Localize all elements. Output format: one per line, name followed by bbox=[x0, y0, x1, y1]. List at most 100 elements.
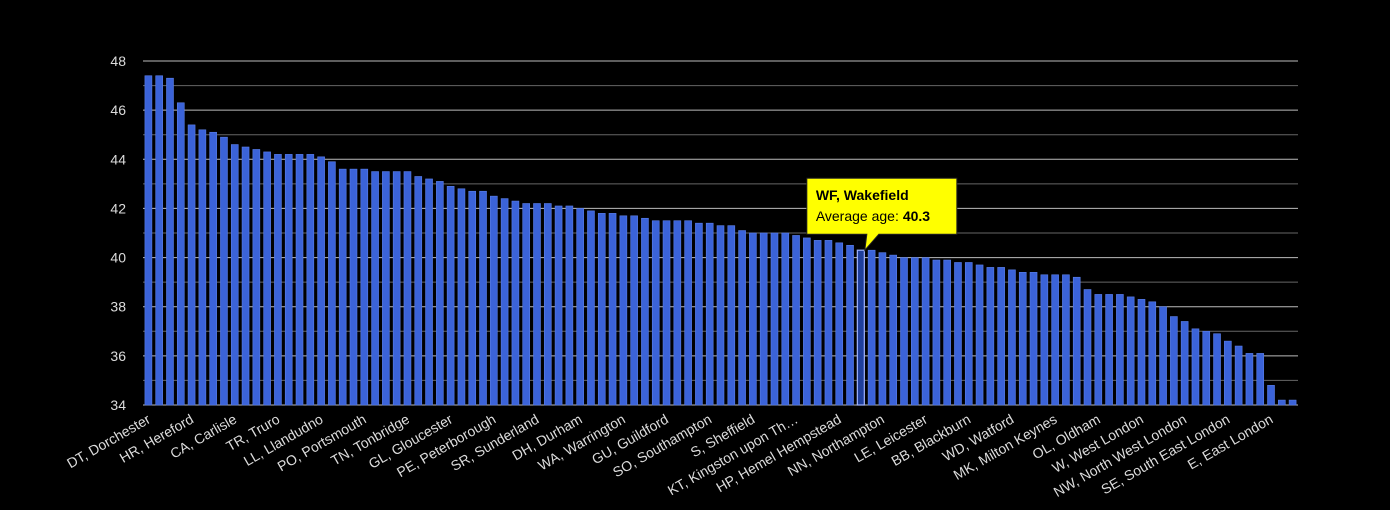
bar bbox=[705, 222, 714, 406]
bar bbox=[295, 154, 304, 406]
bar bbox=[954, 262, 962, 406]
bar bbox=[1116, 294, 1124, 406]
bar bbox=[371, 171, 379, 406]
bar bbox=[230, 144, 239, 406]
y-tick-label: 48 bbox=[110, 53, 126, 69]
bar bbox=[274, 154, 282, 406]
bar bbox=[392, 171, 401, 406]
bar bbox=[328, 161, 336, 406]
bar bbox=[835, 242, 844, 406]
y-tick-label: 44 bbox=[110, 151, 126, 167]
bar bbox=[727, 225, 736, 406]
bar bbox=[1213, 333, 1221, 406]
bar bbox=[284, 154, 293, 406]
bar bbox=[1288, 399, 1297, 406]
bar bbox=[1267, 385, 1275, 406]
bar bbox=[436, 181, 444, 406]
bar bbox=[867, 249, 876, 406]
bar bbox=[1191, 328, 1200, 406]
bar bbox=[1029, 272, 1038, 406]
bar bbox=[759, 232, 768, 406]
bar bbox=[587, 210, 595, 406]
bar bbox=[673, 220, 682, 406]
bar bbox=[813, 240, 822, 406]
bar bbox=[500, 198, 509, 406]
bar bbox=[1170, 316, 1178, 406]
bar bbox=[144, 75, 153, 406]
bar bbox=[770, 232, 779, 406]
bar bbox=[878, 252, 887, 406]
bar bbox=[576, 208, 584, 406]
bar bbox=[1062, 274, 1070, 406]
bar bbox=[565, 205, 574, 406]
tooltip: WF, Wakefield Average age: 40.3 bbox=[806, 177, 958, 252]
bar bbox=[522, 203, 531, 406]
bar bbox=[457, 188, 466, 406]
bar bbox=[716, 225, 725, 406]
bar bbox=[209, 131, 217, 406]
y-tick-label: 38 bbox=[110, 299, 126, 315]
bar bbox=[695, 222, 703, 406]
bar bbox=[511, 200, 520, 406]
bar bbox=[252, 149, 261, 406]
bar bbox=[1051, 274, 1059, 406]
bar bbox=[490, 195, 498, 406]
bar bbox=[975, 264, 984, 406]
bar bbox=[1105, 294, 1113, 406]
bar bbox=[921, 257, 930, 406]
tooltip-box bbox=[806, 177, 958, 252]
bar bbox=[241, 146, 250, 406]
tooltip-label: Average age: bbox=[816, 208, 899, 224]
y-tick-label: 36 bbox=[110, 348, 126, 364]
bar bbox=[446, 186, 455, 406]
y-tick-label: 42 bbox=[110, 200, 126, 216]
bar bbox=[1040, 274, 1049, 406]
bar bbox=[468, 190, 477, 406]
bar bbox=[403, 171, 412, 406]
tooltip-line: Average age: 40.3 bbox=[816, 208, 930, 224]
bar bbox=[900, 257, 908, 406]
bar bbox=[662, 220, 671, 406]
bar bbox=[792, 235, 800, 406]
bar bbox=[1148, 301, 1157, 406]
bar bbox=[1008, 269, 1016, 406]
bar bbox=[943, 259, 951, 406]
bar bbox=[533, 203, 541, 406]
bar bbox=[986, 267, 995, 406]
bar bbox=[597, 213, 606, 406]
bar bbox=[651, 220, 660, 406]
bar bbox=[608, 213, 617, 406]
bar bbox=[198, 129, 207, 406]
bar bbox=[803, 237, 811, 406]
bar bbox=[856, 249, 865, 406]
bar bbox=[1202, 330, 1211, 406]
bar bbox=[1094, 294, 1103, 406]
bar bbox=[1072, 276, 1081, 406]
bar bbox=[1224, 340, 1232, 406]
bar bbox=[910, 257, 919, 406]
bar bbox=[382, 171, 390, 406]
bar bbox=[338, 168, 347, 406]
bar bbox=[889, 254, 898, 406]
bar bbox=[1245, 353, 1254, 406]
bar bbox=[306, 154, 315, 406]
bar bbox=[738, 230, 746, 406]
bar bbox=[781, 232, 790, 406]
bar bbox=[997, 267, 1005, 406]
bar bbox=[1126, 296, 1135, 406]
bar bbox=[1180, 321, 1189, 406]
bar bbox=[619, 215, 628, 406]
tooltip-value: 40.3 bbox=[903, 208, 930, 224]
bar bbox=[749, 232, 757, 406]
bar bbox=[846, 244, 854, 406]
bar bbox=[349, 168, 358, 406]
bar bbox=[155, 75, 163, 406]
bar bbox=[684, 220, 692, 406]
y-tick-label: 46 bbox=[110, 102, 126, 118]
bar bbox=[414, 176, 423, 406]
bar bbox=[824, 240, 833, 406]
bar bbox=[220, 136, 228, 406]
y-tick-label: 34 bbox=[110, 397, 126, 413]
